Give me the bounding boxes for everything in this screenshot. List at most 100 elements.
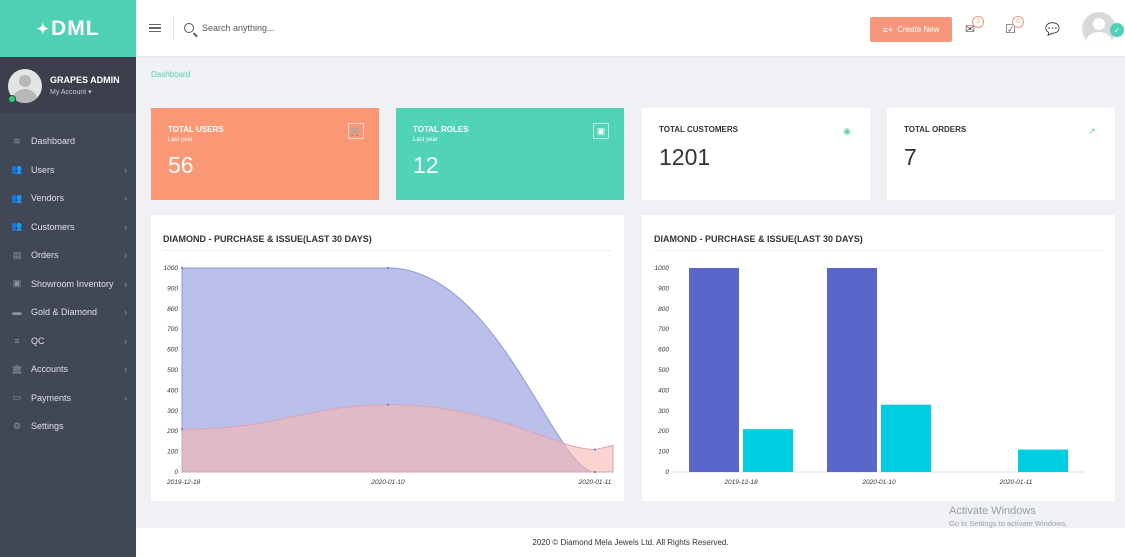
y-tick-label: 600	[658, 347, 669, 354]
mail-badge: 3	[972, 16, 984, 28]
stat-card-total-users: TOTAL USERS Last year 56 🛒	[151, 108, 379, 200]
sidebar-item-label: QC	[31, 335, 45, 346]
chevron-right-icon: ›	[124, 250, 127, 261]
accounts-icon: 🏛	[11, 363, 23, 374]
gold-diamond-icon: ▬	[12, 307, 22, 318]
dashboard-icon: ≋	[13, 135, 21, 146]
stat-value: 12	[413, 152, 439, 178]
y-tick-label: 0	[174, 469, 178, 476]
profile-panel: GRAPES ADMIN My Account ▾	[0, 57, 136, 115]
sidebar-item-users[interactable]: 👥 Users ›	[0, 156, 136, 185]
my-account-dropdown[interactable]: My Account ▾	[50, 89, 92, 96]
y-tick-label: 700	[658, 326, 669, 333]
divider	[173, 17, 174, 39]
y-tick-label: 400	[167, 387, 178, 394]
y-tick-label: 700	[167, 326, 178, 333]
sidebar-item-label: Orders	[31, 250, 59, 261]
sidebar-item-label: Users	[31, 164, 55, 175]
y-tick-label: 500	[167, 367, 178, 374]
cart-icon: 🛒	[348, 123, 364, 139]
stat-value: 56	[168, 152, 194, 178]
data-point-s1-1	[386, 403, 390, 406]
sidebar-item-vendors[interactable]: 👥 Vendors ›	[0, 184, 136, 213]
qc-icon: ≡	[14, 335, 20, 346]
y-tick-label: 900	[167, 285, 178, 292]
y-tick-label: 500	[658, 367, 669, 374]
y-tick-label: 600	[167, 347, 178, 354]
create-new-label: Create New	[897, 25, 940, 34]
sidebar-item-label: Showroom Inventory	[31, 278, 114, 289]
bar-s1-2020-01-11	[1018, 449, 1068, 472]
bar-s0-2019-12-18	[689, 268, 739, 472]
orders-icon: ▤	[12, 249, 22, 260]
globe-icon: ◉	[843, 125, 851, 136]
data-point-s0-1	[386, 266, 390, 270]
data-point-s1-2	[593, 448, 597, 451]
y-tick-label: 200	[166, 428, 178, 435]
watermark-subtitle: Go to Settings to activate Windows.	[949, 519, 1068, 528]
sidebar-item-label: Dashboard	[31, 136, 76, 147]
mail-icon[interactable]: ✉ 3	[965, 16, 984, 36]
sidebar-item-qc[interactable]: ≡ QC ›	[0, 327, 136, 356]
search-input[interactable]	[202, 23, 502, 33]
data-point-s0-2	[593, 470, 597, 474]
sidebar-item-gold-diamond[interactable]: ▬ Gold & Diamond ›	[0, 298, 136, 327]
tasks-icon[interactable]: ☑ 0	[1005, 16, 1024, 36]
logo[interactable]: ✦ DML	[0, 0, 136, 57]
sidebar: ✦ DML GRAPES ADMIN My Account ▾ ≋ Dashboa…	[0, 0, 136, 557]
diamond-logo-icon: ✦	[36, 20, 51, 38]
sidebar-item-payments[interactable]: ▭ Payments ›	[0, 384, 136, 413]
stat-title: TOTAL ORDERS	[904, 125, 967, 134]
stat-value: 1201	[659, 144, 711, 170]
stat-card-total-customers: TOTAL CUSTOMERS 1201 ◉	[642, 108, 870, 200]
sidebar-item-accounts[interactable]: 🏛 Accounts ›	[0, 355, 136, 384]
y-tick-label: 100	[658, 449, 669, 456]
sidebar-item-orders[interactable]: ▤ Orders ›	[0, 241, 136, 270]
data-point-s0-0	[180, 266, 184, 270]
y-tick-label: 300	[167, 408, 178, 415]
y-tick-label: 200	[657, 428, 669, 435]
sidebar-item-customers[interactable]: 👥 Customers ›	[0, 213, 136, 242]
y-tick-label: 0	[665, 469, 669, 476]
data-point-s1-0	[180, 427, 184, 431]
stat-subtitle: Last year	[168, 137, 193, 143]
chat-icon[interactable]: 💬	[1045, 22, 1060, 36]
logo-text: DML	[51, 16, 100, 40]
profile-text: GRAPES ADMIN My Account ▾	[50, 75, 120, 96]
search-icon	[184, 23, 194, 33]
divider	[163, 250, 612, 251]
users-icon: 👥	[11, 164, 23, 175]
y-tick-label: 400	[658, 387, 669, 394]
sidebar-item-dashboard[interactable]: ≋ Dashboard	[0, 127, 136, 156]
stat-card-total-roles: TOTAL ROLES Last year 12 ▣	[396, 108, 624, 200]
chevron-right-icon: ›	[124, 307, 127, 318]
online-status-icon	[8, 94, 16, 103]
y-tick-label: 800	[658, 306, 669, 313]
watermark-title: Activate Windows	[949, 505, 1036, 517]
bar-s0-2020-01-10	[827, 268, 877, 472]
y-tick-label: 1000	[655, 265, 670, 272]
stat-value: 7	[904, 144, 917, 170]
chevron-right-icon: ›	[124, 193, 127, 204]
chevron-right-icon: ›	[124, 221, 127, 232]
breadcrumb[interactable]: Dashboard	[151, 70, 191, 79]
y-tick-label: 800	[167, 306, 178, 313]
x-tick-label: 2019-12-18	[723, 479, 758, 486]
bar-s1-2019-12-18	[743, 429, 793, 472]
trend-icon: ↗	[1088, 125, 1096, 136]
activate-windows-watermark: Activate Windows Go to Settings to activ…	[949, 505, 1067, 528]
create-new-button[interactable]: ≡+ Create New	[870, 17, 952, 42]
sidebar-item-label: Payments	[31, 392, 72, 403]
vendors-icon: 👥	[11, 192, 23, 203]
hamburger-menu-icon[interactable]	[149, 23, 161, 33]
settings-icon: ⚙	[12, 420, 22, 431]
series-area-issue	[181, 404, 614, 473]
stat-title: TOTAL CUSTOMERS	[659, 125, 738, 134]
top-bar: ≡+ Create New ✉ 3 ☑ 0 💬 ✓	[136, 0, 1125, 57]
chevron-right-icon: ›	[124, 278, 127, 289]
x-tick-label: 2020-01-11	[999, 479, 1033, 486]
sidebar-item-showroom-inventory[interactable]: ▣ Showroom Inventory ›	[0, 270, 136, 299]
avatar-check-icon[interactable]: ✓	[1110, 23, 1124, 37]
sidebar-item-label: Vendors	[31, 193, 65, 204]
sidebar-item-settings[interactable]: ⚙ Settings	[0, 412, 136, 441]
